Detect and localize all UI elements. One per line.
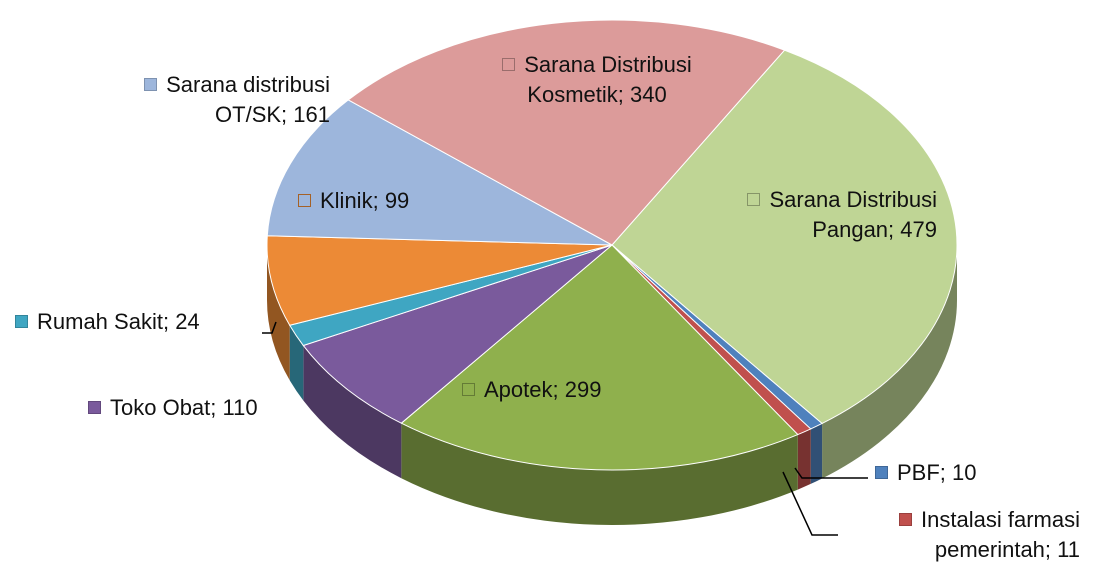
data-label: Apotek299 <box>462 375 702 405</box>
legend-swatch <box>875 466 888 479</box>
pie-side <box>401 423 798 525</box>
pie-side <box>797 428 811 490</box>
pie-side <box>289 325 304 401</box>
pie-slice <box>347 19 786 246</box>
pie-side <box>822 245 957 479</box>
label-category: Apotek <box>484 377 553 402</box>
label-category: Sarana distribusi OT/SK <box>166 72 330 127</box>
pie-slice <box>266 99 613 246</box>
pie-slice <box>266 235 613 326</box>
legend-swatch <box>462 383 475 396</box>
data-label: Instalasi farmasi pemerintah11 <box>842 505 1080 565</box>
label-category: PBF <box>897 460 940 485</box>
label-category: Sarana Distribusi Kosmetik <box>524 52 692 107</box>
leader-lines <box>262 321 868 536</box>
label-category: Toko Obat <box>110 395 211 420</box>
legend-swatch <box>899 513 913 526</box>
data-label: Sarana Distribusi Kosmetik340 <box>462 50 732 110</box>
pie-slice <box>302 244 613 424</box>
data-label: PBF10 <box>875 458 1075 488</box>
pie-slice <box>611 49 958 425</box>
pie-top <box>266 19 958 471</box>
label-value: 10 <box>940 460 977 485</box>
label-value: 340 <box>618 82 667 107</box>
pie-side <box>267 245 290 381</box>
label-value: 110 <box>210 395 257 420</box>
data-label: Sarana distribusi OT/SK161 <box>68 70 330 130</box>
data-label: Rumah Sakit24 <box>15 307 275 337</box>
pie-side <box>303 345 402 479</box>
leader-line <box>262 321 277 334</box>
data-label: Klinik99 <box>298 186 498 216</box>
leader-line <box>794 467 868 479</box>
label-value: 99 <box>373 188 410 213</box>
pie-sides <box>267 245 957 525</box>
label-value: 479 <box>888 217 937 242</box>
label-category: Sarana Distribusi Pangan <box>769 187 937 242</box>
legend-swatch <box>298 194 311 207</box>
data-label: Toko Obat110 <box>88 393 328 423</box>
data-label: Sarana Distribusi Pangan479 <box>675 185 937 245</box>
pie-side <box>810 423 823 484</box>
legend-swatch <box>144 78 158 91</box>
pie-slice <box>400 244 799 471</box>
label-value: 11 <box>1045 537 1080 562</box>
label-category: Klinik <box>320 188 373 213</box>
label-value: 299 <box>553 377 602 402</box>
legend-swatch <box>747 193 761 206</box>
label-value: 24 <box>163 309 200 334</box>
label-value: 161 <box>281 102 330 127</box>
legend-swatch <box>502 58 516 71</box>
leader-line <box>782 471 838 536</box>
label-category: Rumah Sakit <box>37 309 163 334</box>
label-category: Instalasi farmasi pemerintah <box>921 507 1080 562</box>
legend-swatch <box>88 401 101 414</box>
legend-swatch <box>15 315 28 328</box>
